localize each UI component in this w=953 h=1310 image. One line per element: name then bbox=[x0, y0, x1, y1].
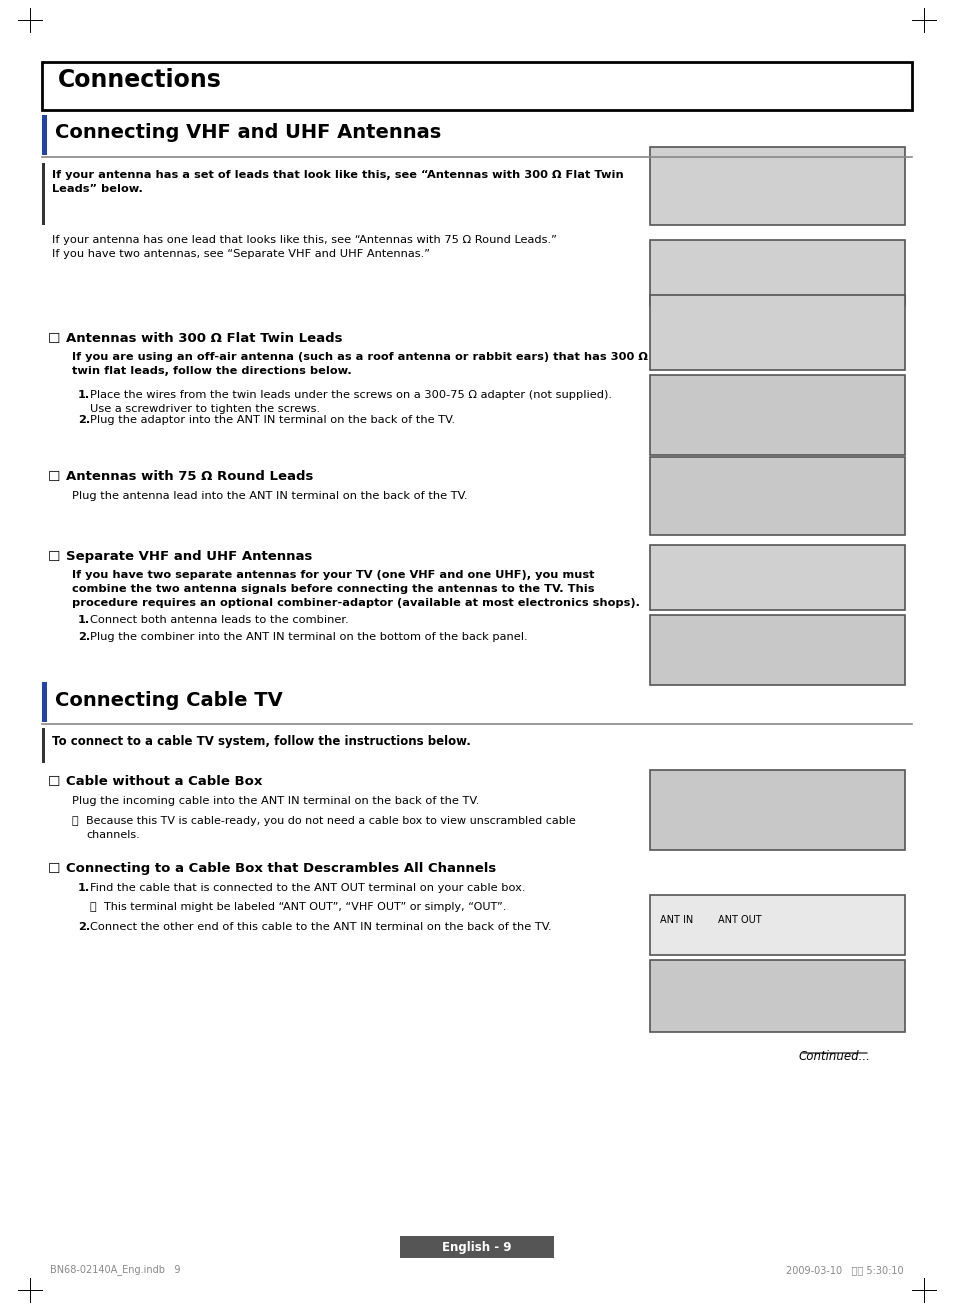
Text: Connecting VHF and UHF Antennas: Connecting VHF and UHF Antennas bbox=[55, 123, 441, 141]
Text: ☐: ☐ bbox=[48, 470, 60, 483]
FancyBboxPatch shape bbox=[42, 728, 45, 762]
Text: ☐: ☐ bbox=[48, 776, 60, 789]
FancyBboxPatch shape bbox=[42, 683, 47, 722]
FancyBboxPatch shape bbox=[649, 895, 904, 955]
Text: If you have two separate antennas for your TV (one VHF and one UHF), you must
co: If you have two separate antennas for yo… bbox=[71, 570, 639, 608]
Text: To connect to a cable TV system, follow the instructions below.: To connect to a cable TV system, follow … bbox=[52, 735, 471, 748]
Text: 2.: 2. bbox=[78, 415, 91, 424]
Text: Find the cable that is connected to the ANT OUT terminal on your cable box.: Find the cable that is connected to the … bbox=[90, 883, 525, 893]
FancyBboxPatch shape bbox=[649, 960, 904, 1032]
Text: 2.: 2. bbox=[78, 922, 91, 931]
Text: English - 9: English - 9 bbox=[442, 1241, 511, 1254]
Text: Separate VHF and UHF Antennas: Separate VHF and UHF Antennas bbox=[66, 550, 312, 563]
FancyBboxPatch shape bbox=[649, 147, 904, 225]
Text: If you are using an off-air antenna (such as a roof antenna or rabbit ears) that: If you are using an off-air antenna (suc… bbox=[71, 352, 647, 376]
Text: If your antenna has one lead that looks like this, see “Antennas with 75 Ω Round: If your antenna has one lead that looks … bbox=[52, 234, 557, 259]
Text: 1.: 1. bbox=[78, 883, 91, 893]
Text: This terminal might be labeled “ANT OUT”, “VHF OUT” or simply, “OUT”.: This terminal might be labeled “ANT OUT”… bbox=[104, 903, 506, 912]
Text: Connecting Cable TV: Connecting Cable TV bbox=[55, 690, 282, 710]
Text: 1.: 1. bbox=[78, 614, 91, 625]
Text: Connect the other end of this cable to the ANT IN terminal on the back of the TV: Connect the other end of this cable to t… bbox=[90, 922, 551, 931]
Text: Connecting to a Cable Box that Descrambles All Channels: Connecting to a Cable Box that Descrambl… bbox=[66, 862, 496, 875]
Text: Ⓝ: Ⓝ bbox=[71, 816, 78, 827]
Text: Because this TV is cable-ready, you do not need a cable box to view unscrambled : Because this TV is cable-ready, you do n… bbox=[86, 816, 576, 840]
Text: Plug the antenna lead into the ANT IN terminal on the back of the TV.: Plug the antenna lead into the ANT IN te… bbox=[71, 491, 467, 500]
FancyBboxPatch shape bbox=[649, 457, 904, 534]
Text: BN68-02140A_Eng.indb   9: BN68-02140A_Eng.indb 9 bbox=[50, 1264, 180, 1276]
FancyBboxPatch shape bbox=[42, 62, 911, 110]
FancyBboxPatch shape bbox=[42, 115, 47, 155]
Text: If your antenna has a set of leads that look like this, see “Antennas with 300 Ω: If your antenna has a set of leads that … bbox=[52, 170, 623, 194]
Text: Connections: Connections bbox=[58, 68, 222, 92]
Text: ANT OUT: ANT OUT bbox=[718, 914, 760, 925]
FancyBboxPatch shape bbox=[399, 1237, 554, 1258]
FancyBboxPatch shape bbox=[649, 545, 904, 610]
Text: Cable without a Cable Box: Cable without a Cable Box bbox=[66, 776, 262, 789]
FancyBboxPatch shape bbox=[42, 162, 45, 225]
FancyBboxPatch shape bbox=[649, 295, 904, 369]
Text: Plug the incoming cable into the ANT IN terminal on the back of the TV.: Plug the incoming cable into the ANT IN … bbox=[71, 796, 478, 806]
Text: Plug the combiner into the ANT IN terminal on the bottom of the back panel.: Plug the combiner into the ANT IN termin… bbox=[90, 631, 527, 642]
Text: 1.: 1. bbox=[78, 390, 91, 400]
Text: Plug the adaptor into the ANT IN terminal on the back of the TV.: Plug the adaptor into the ANT IN termina… bbox=[90, 415, 455, 424]
Text: Ⓝ: Ⓝ bbox=[90, 903, 96, 912]
Text: Connect both antenna leads to the combiner.: Connect both antenna leads to the combin… bbox=[90, 614, 349, 625]
FancyBboxPatch shape bbox=[649, 375, 904, 455]
FancyBboxPatch shape bbox=[649, 240, 904, 305]
Text: Antennas with 75 Ω Round Leads: Antennas with 75 Ω Round Leads bbox=[66, 470, 313, 483]
Text: ☐: ☐ bbox=[48, 550, 60, 565]
Text: Place the wires from the twin leads under the screws on a 300-75 Ω adapter (not : Place the wires from the twin leads unde… bbox=[90, 390, 612, 414]
FancyBboxPatch shape bbox=[649, 614, 904, 685]
Text: 2009-03-10   오후 5:30:10: 2009-03-10 오후 5:30:10 bbox=[785, 1265, 903, 1275]
Text: Antennas with 300 Ω Flat Twin Leads: Antennas with 300 Ω Flat Twin Leads bbox=[66, 331, 342, 345]
Text: ☐: ☐ bbox=[48, 331, 60, 346]
Text: Continued...: Continued... bbox=[798, 1051, 869, 1062]
Text: ☐: ☐ bbox=[48, 862, 60, 876]
FancyBboxPatch shape bbox=[649, 770, 904, 850]
Text: ANT IN: ANT IN bbox=[659, 914, 693, 925]
Text: 2.: 2. bbox=[78, 631, 91, 642]
